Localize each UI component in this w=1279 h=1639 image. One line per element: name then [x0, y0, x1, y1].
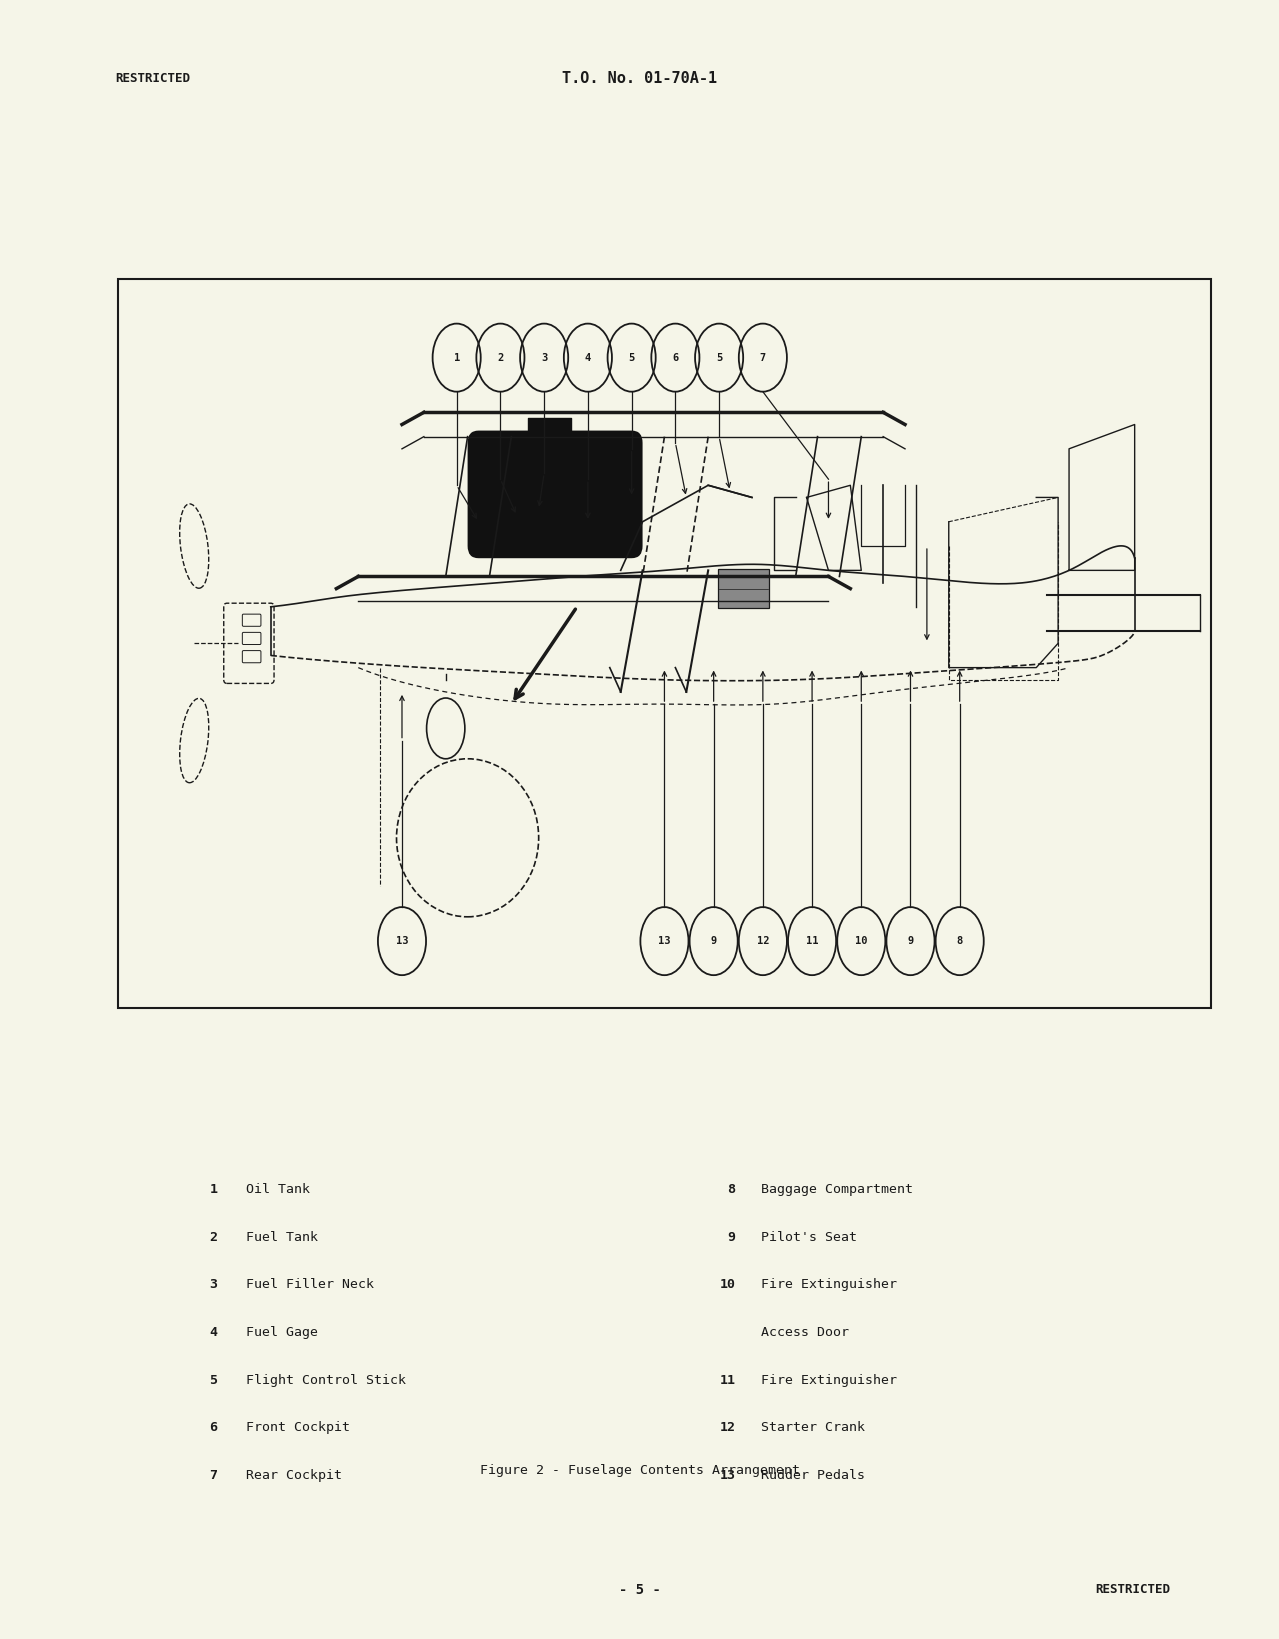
- Text: 10: 10: [719, 1278, 735, 1292]
- Text: Fire Extinguisher: Fire Extinguisher: [761, 1373, 897, 1387]
- Text: 4: 4: [585, 352, 591, 362]
- Text: Figure 2 - Fuselage Contents Arrangement: Figure 2 - Fuselage Contents Arrangement: [480, 1464, 799, 1477]
- Text: 7: 7: [210, 1469, 217, 1482]
- Text: 1: 1: [454, 352, 459, 362]
- Text: 13: 13: [719, 1469, 735, 1482]
- Text: Fuel Tank: Fuel Tank: [246, 1231, 317, 1244]
- Text: Fuel Gage: Fuel Gage: [246, 1326, 317, 1339]
- Text: 2: 2: [210, 1231, 217, 1244]
- Text: 11: 11: [806, 936, 819, 946]
- Text: 4: 4: [210, 1326, 217, 1339]
- Text: Starter Crank: Starter Crank: [761, 1421, 865, 1434]
- Bar: [118, 279, 1211, 1008]
- Text: 3: 3: [541, 352, 547, 362]
- Text: 11: 11: [719, 1373, 735, 1387]
- Text: Oil Tank: Oil Tank: [246, 1183, 310, 1196]
- Text: RESTRICTED: RESTRICTED: [1095, 1583, 1170, 1596]
- Text: Rear Cockpit: Rear Cockpit: [246, 1469, 341, 1482]
- Text: Access Door: Access Door: [761, 1326, 849, 1339]
- Text: Baggage Compartment: Baggage Compartment: [761, 1183, 913, 1196]
- Text: 12: 12: [719, 1421, 735, 1434]
- Text: 6: 6: [673, 352, 678, 362]
- FancyBboxPatch shape: [468, 431, 642, 559]
- Text: 5: 5: [716, 352, 723, 362]
- Text: Pilot's Seat: Pilot's Seat: [761, 1231, 857, 1244]
- Text: Front Cockpit: Front Cockpit: [246, 1421, 349, 1434]
- Text: 9: 9: [711, 936, 716, 946]
- Text: 3: 3: [210, 1278, 217, 1292]
- Text: 9: 9: [728, 1231, 735, 1244]
- Text: 2: 2: [498, 352, 504, 362]
- Text: 13: 13: [659, 936, 670, 946]
- Text: Flight Control Stick: Flight Control Stick: [246, 1373, 405, 1387]
- Text: 5: 5: [210, 1373, 217, 1387]
- Text: RESTRICTED: RESTRICTED: [115, 72, 191, 85]
- Text: - 5 -: - 5 -: [619, 1583, 660, 1596]
- Text: 13: 13: [395, 936, 408, 946]
- Text: 5: 5: [628, 352, 634, 362]
- Text: Rudder Pedals: Rudder Pedals: [761, 1469, 865, 1482]
- Text: T.O. No. 01-70A-1: T.O. No. 01-70A-1: [561, 70, 718, 87]
- Text: Fuel Filler Neck: Fuel Filler Neck: [246, 1278, 373, 1292]
- Text: 8: 8: [728, 1183, 735, 1196]
- Text: Fire Extinguisher: Fire Extinguisher: [761, 1278, 897, 1292]
- Text: 8: 8: [957, 936, 963, 946]
- FancyBboxPatch shape: [718, 569, 770, 608]
- Text: 9: 9: [907, 936, 913, 946]
- Text: 12: 12: [757, 936, 769, 946]
- Text: 6: 6: [210, 1421, 217, 1434]
- Text: 1: 1: [210, 1183, 217, 1196]
- Text: 10: 10: [856, 936, 867, 946]
- Text: 7: 7: [760, 352, 766, 362]
